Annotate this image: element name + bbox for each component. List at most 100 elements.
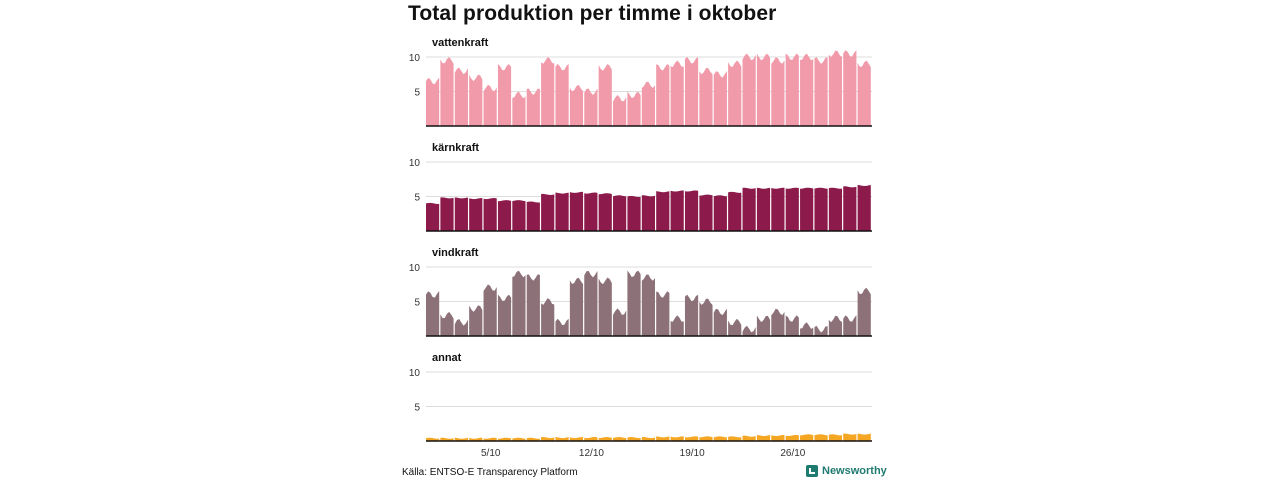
area-day-2: [440, 437, 454, 441]
area-day-12: [584, 192, 598, 231]
area-day-18: [670, 315, 684, 336]
area-day-10: [555, 318, 569, 336]
area-day-30: [843, 315, 857, 336]
area-day-29: [828, 50, 843, 126]
area-day-12: [584, 88, 598, 126]
area-day-17: [656, 191, 670, 231]
area-day-12: [584, 270, 598, 336]
y-tick-label: 10: [409, 158, 421, 169]
area-day-2: [440, 311, 454, 336]
area-day-8: [526, 201, 540, 231]
area-day-3: [454, 437, 468, 441]
area-day-8: [526, 437, 540, 441]
y-tick-label: 10: [409, 368, 421, 379]
area-day-27: [800, 53, 814, 126]
area-day-13: [598, 64, 612, 126]
y-tick-label: 5: [414, 298, 420, 309]
area-day-7: [512, 200, 526, 231]
area-day-26: [785, 434, 799, 441]
area-day-14: [613, 94, 627, 126]
panel-title: vattenkraft: [432, 37, 489, 49]
area-day-6: [497, 200, 512, 231]
area-day-15: [627, 437, 641, 441]
area-day-22: [728, 60, 742, 127]
area-day-23: [742, 325, 756, 336]
area-day-25: [771, 57, 785, 126]
area-day-27: [800, 187, 814, 231]
panel-2: vindkraft 5 10: [409, 247, 872, 337]
area-day-24: [756, 315, 771, 336]
area-day-22: [728, 191, 742, 231]
y-tick-label: 5: [414, 193, 420, 204]
y-tick-label: 5: [414, 88, 420, 99]
area-day-3: [454, 319, 468, 336]
panel-title: vindkraft: [432, 247, 479, 259]
area-day-4: [469, 305, 483, 336]
area-day-10: [555, 63, 569, 126]
area-day-21: [713, 195, 727, 231]
area-day-15: [627, 91, 641, 126]
area-day-19: [684, 190, 699, 231]
area-day-9: [541, 57, 555, 127]
area-day-21: [713, 70, 727, 126]
area-day-19: [684, 294, 699, 336]
area-day-26: [785, 187, 799, 231]
area-day-20: [699, 436, 713, 441]
area-day-17: [656, 436, 670, 441]
area-day-5: [483, 284, 497, 336]
chart-title: Total produktion per timme i oktober: [408, 2, 777, 25]
y-tick-label: 5: [414, 403, 420, 414]
panel-1: kärnkraft 5 10: [409, 142, 872, 232]
area-day-30: [843, 433, 857, 441]
brand-name: Newsworthy: [822, 465, 887, 477]
area-day-28: [814, 187, 828, 231]
area-day-1: [426, 202, 440, 231]
area-day-9: [541, 437, 555, 441]
area-day-31: [857, 60, 871, 126]
area-day-6: [497, 437, 512, 441]
area-day-1: [426, 437, 440, 441]
area-day-18: [670, 190, 684, 231]
x-tick-label: 19/10: [680, 448, 705, 459]
area-day-12: [584, 437, 598, 441]
newsworthy-logo-icon: [806, 465, 818, 477]
area-day-22: [728, 318, 742, 336]
area-day-14: [613, 195, 627, 231]
area-day-17: [656, 64, 670, 126]
area-day-20: [699, 194, 713, 231]
area-day-2: [440, 57, 454, 126]
area-day-4: [469, 437, 483, 441]
x-tick-label: 12/10: [579, 448, 604, 459]
area-day-13: [598, 193, 612, 231]
area-day-6: [497, 294, 512, 336]
area-day-29: [828, 315, 843, 336]
area-day-13: [598, 437, 612, 441]
area-day-6: [497, 63, 512, 126]
area-day-17: [656, 291, 670, 336]
area-day-28: [814, 57, 828, 126]
area-day-5: [483, 198, 497, 231]
x-tick-label: 26/10: [780, 448, 805, 459]
area-day-10: [555, 192, 569, 231]
area-day-23: [742, 187, 756, 231]
area-day-16: [641, 81, 655, 126]
y-tick-label: 10: [409, 263, 421, 274]
area-day-22: [728, 436, 742, 441]
area-day-20: [699, 298, 713, 336]
area-day-9: [541, 193, 555, 231]
area-day-4: [469, 74, 483, 126]
area-day-11: [569, 191, 584, 231]
area-day-16: [641, 274, 655, 336]
area-day-9: [541, 298, 555, 336]
area-day-31: [857, 433, 871, 441]
area-day-7: [512, 91, 526, 126]
source-note: Källa: ENTSO-E Transparency Platform: [402, 467, 578, 478]
area-day-31: [857, 287, 871, 336]
area-day-8: [526, 88, 540, 126]
area-day-27: [800, 434, 814, 441]
area-day-30: [843, 186, 857, 231]
brand: Newsworthy: [806, 465, 887, 477]
area-day-27: [800, 322, 814, 336]
panel-3: annat 5 10: [409, 352, 872, 442]
area-day-29: [828, 434, 843, 441]
